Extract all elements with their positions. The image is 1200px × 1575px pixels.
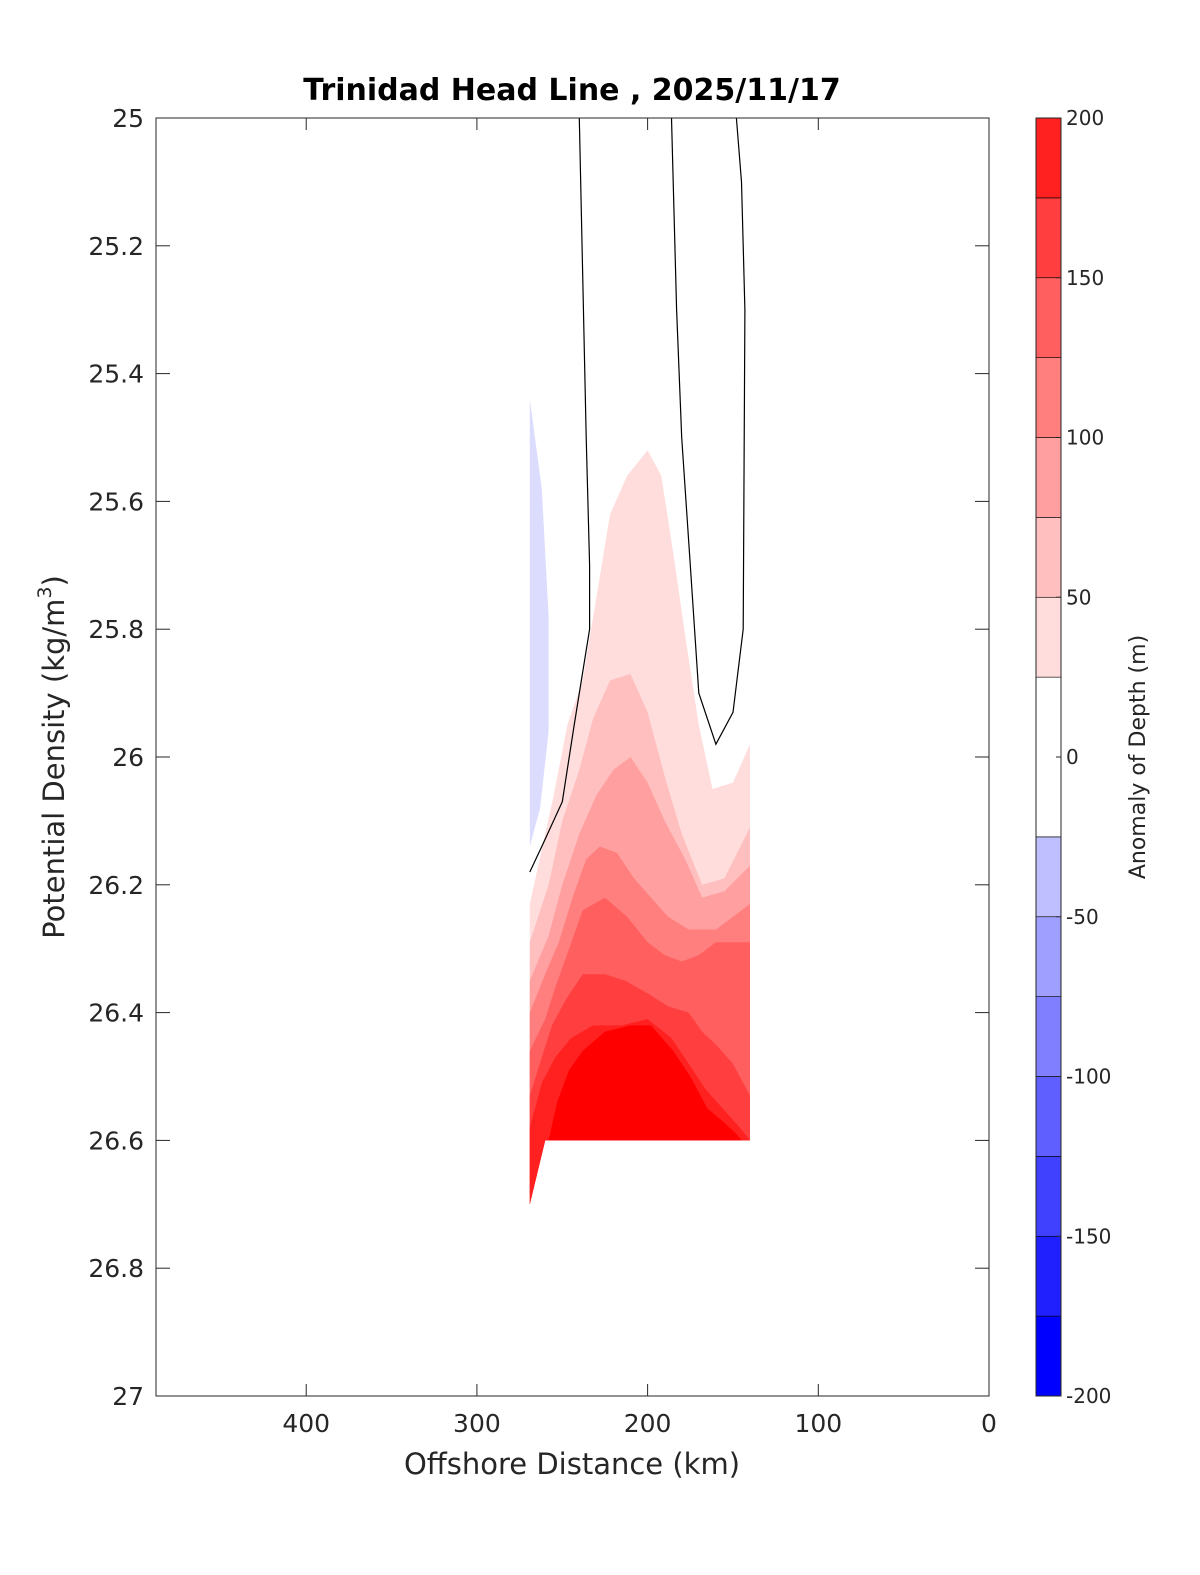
colorbar-band-14	[1035, 117, 1062, 199]
y-tick-label-2: 25.4	[88, 360, 144, 389]
colorbar-band-11	[1035, 357, 1062, 438]
colorbar-band-12	[1035, 277, 1062, 358]
colorbar: -200 -150 -100 -50 0 50 100 150 200 Anomaly of D…	[1035, 106, 1151, 1408]
contour-band-8	[548, 1025, 742, 1141]
colorbar-band-6	[1035, 836, 1062, 918]
y-tick-label-5: 26	[112, 743, 144, 772]
y-tick-label-6: 26.2	[88, 871, 144, 900]
x-tick-label-2: 200	[624, 1409, 672, 1438]
y-axis-label: Potential Density (kg/m3)	[34, 575, 71, 939]
zero-contour-1	[670, 117, 746, 746]
x-axis-ticks: 400 300 200 100 0	[282, 118, 997, 1438]
colorbar-tick-label-3: -50	[1066, 905, 1099, 929]
colorbar-tick-label-6: 100	[1066, 426, 1104, 450]
x-tick-label-4: 0	[981, 1409, 997, 1438]
y-tick-label-1: 25.2	[88, 232, 144, 261]
colorbar-band-0	[1035, 1315, 1062, 1397]
colorbar-band-13	[1035, 197, 1062, 279]
colorbar-tick-label-7: 150	[1066, 266, 1104, 290]
zero-contour-lines	[529, 117, 746, 873]
y-tick-label-10: 27	[112, 1382, 144, 1411]
colorbar-band-2	[1035, 1156, 1062, 1237]
contour-band-0	[529, 399, 549, 847]
y-tick-label-7: 26.4	[88, 999, 144, 1028]
x-tick-label-0: 400	[282, 1409, 330, 1438]
y-tick-label-8: 26.6	[88, 1126, 144, 1155]
colorbar-band-8	[1035, 596, 1062, 678]
colorbar-tick-label-1: -150	[1066, 1224, 1111, 1248]
colorbar-band-9	[1035, 517, 1062, 598]
colorbar-bands	[1035, 117, 1062, 1397]
plot-area: 400 300 200 100 0 25 25.2 25.4 25.6 25.8 26 26.2 26…	[88, 104, 997, 1438]
y-axis-label-close: )	[37, 575, 71, 586]
colorbar-ticks: -200 -150 -100 -50 0 50 100 150 200	[1056, 106, 1111, 1408]
colorbar-tick-label-5: 50	[1066, 585, 1091, 609]
y-tick-label-3: 25.6	[88, 487, 144, 516]
zero-contour-0	[529, 117, 591, 873]
colorbar-band-1	[1035, 1235, 1062, 1317]
y-axis-label-main: Potential Density (kg/m	[37, 599, 71, 939]
filled-contours	[529, 399, 750, 1205]
x-axis-label: Offshore Distance (km)	[404, 1447, 740, 1481]
colorbar-band-10	[1035, 437, 1062, 518]
y-tick-label-0: 25	[112, 104, 144, 133]
colorbar-label: Anomaly of Depth (m)	[1126, 635, 1151, 879]
colorbar-band-3	[1035, 1076, 1062, 1157]
colorbar-band-5	[1035, 916, 1062, 997]
x-tick-label-3: 100	[794, 1409, 842, 1438]
colorbar-tick-label-2: -100	[1066, 1065, 1111, 1089]
y-tick-label-9: 26.8	[88, 1254, 144, 1283]
colorbar-tick-label-0: -200	[1066, 1384, 1111, 1408]
colorbar-tick-label-4: 0	[1066, 745, 1079, 769]
y-axis-ticks: 25 25.2 25.4 25.6 25.8 26 26.2 26.4 26.6 26.8 27	[88, 104, 989, 1411]
x-tick-label-1: 300	[453, 1409, 501, 1438]
colorbar-band-4	[1035, 996, 1062, 1077]
chart-title: Trinidad Head Line , 2025/11/17	[303, 73, 840, 108]
y-tick-label-4: 25.8	[88, 615, 144, 644]
colorbar-tick-label-8: 200	[1066, 106, 1104, 130]
y-axis-label-superscript: 3	[34, 586, 56, 598]
